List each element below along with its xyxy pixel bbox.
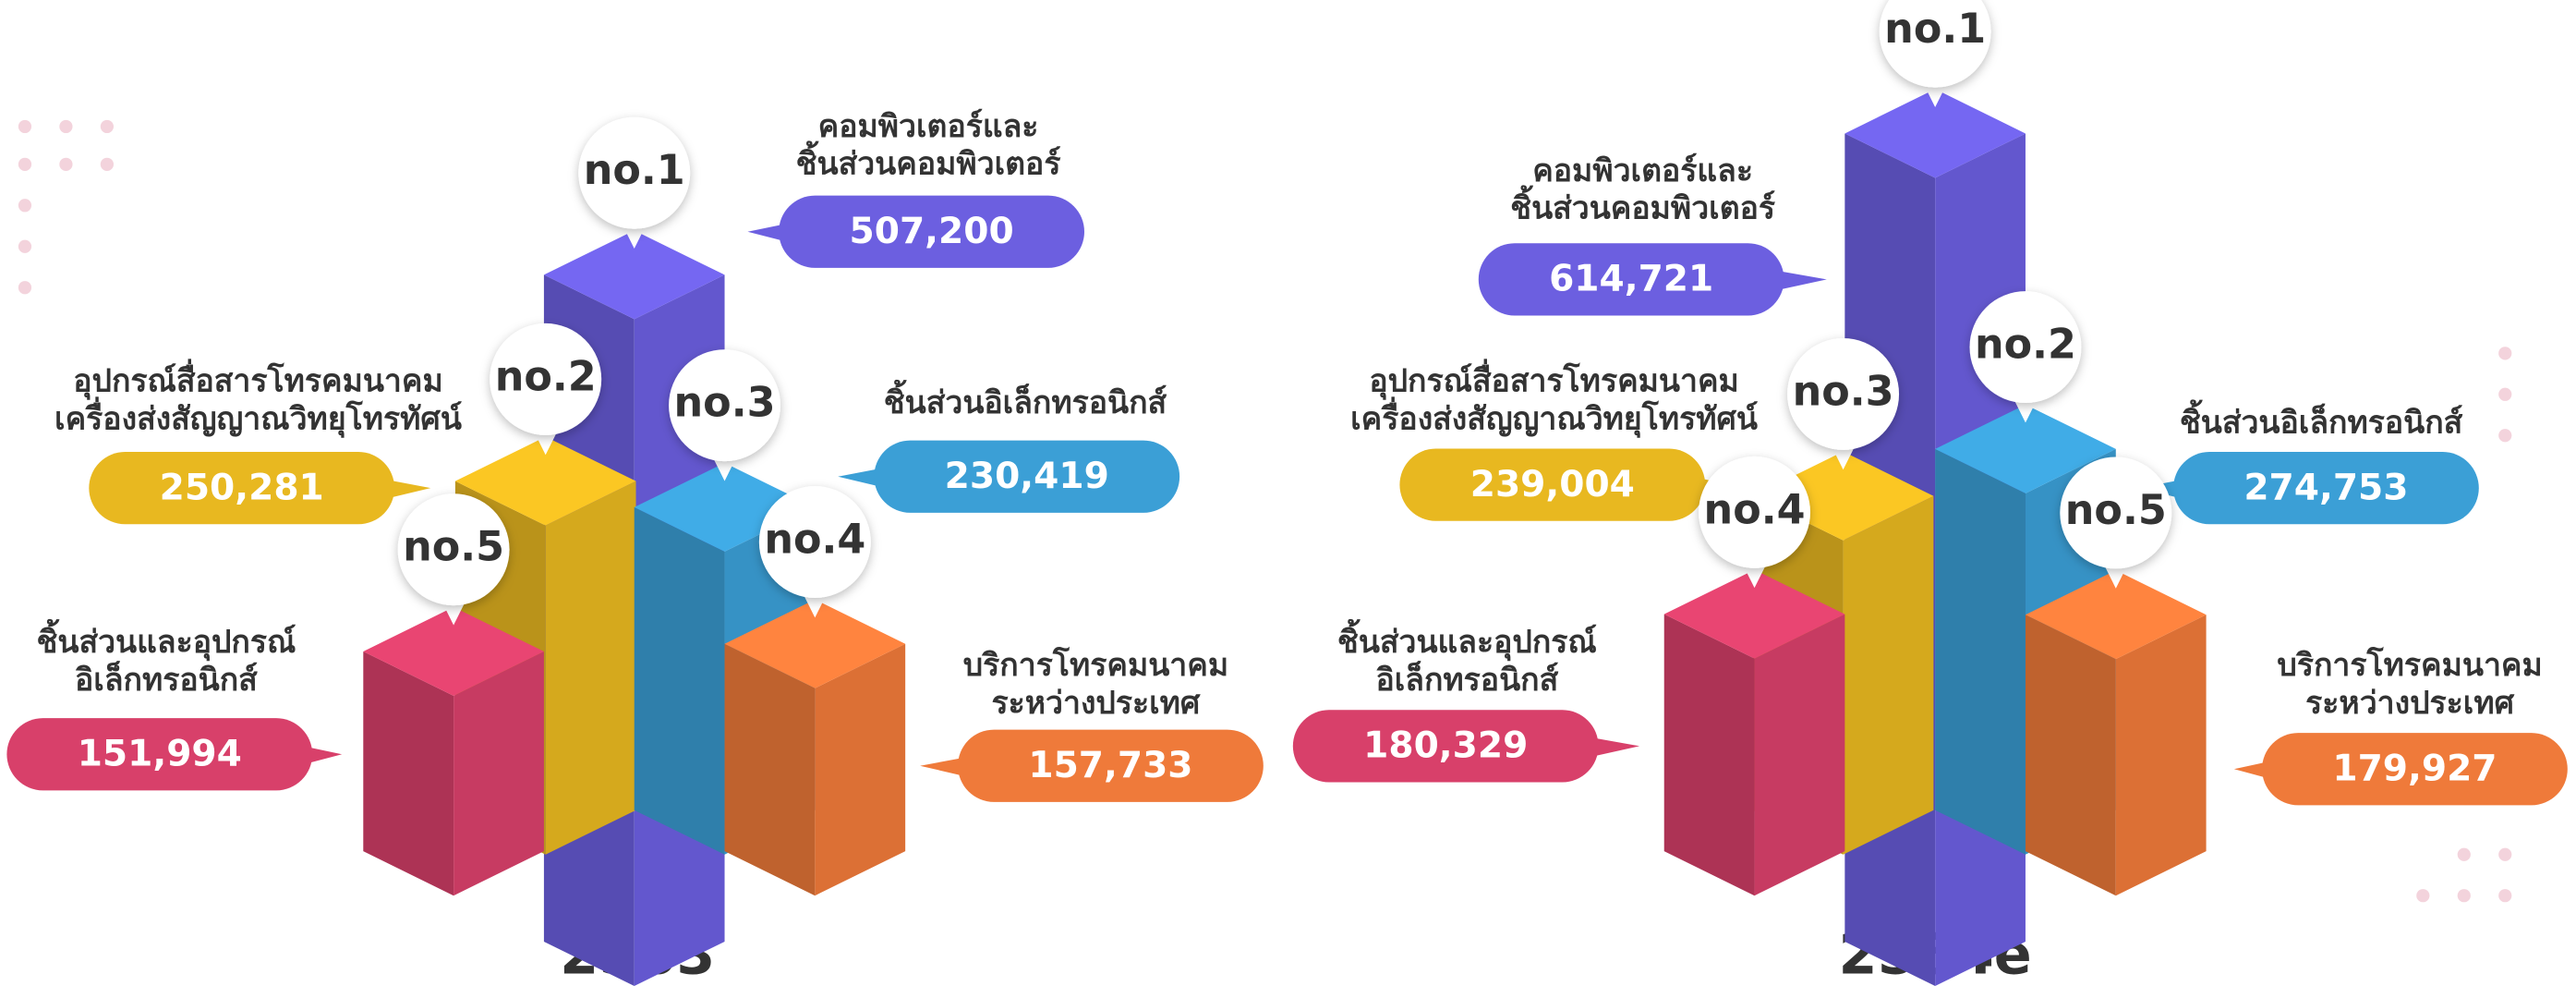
bar-top-face xyxy=(724,599,906,688)
rank-bubble xyxy=(758,486,871,598)
bar-top-face xyxy=(2025,570,2207,660)
rank-bubble xyxy=(1787,337,1900,450)
value-pill xyxy=(2262,733,2568,806)
rank-bubble xyxy=(440,599,467,626)
bar-left-face xyxy=(363,651,454,896)
rank-bubble xyxy=(2012,396,2039,423)
rank-label: no.2 xyxy=(1975,322,2076,369)
rank-bubble xyxy=(1741,561,1768,589)
value-pill xyxy=(1292,710,1599,783)
category-label: ชิ้นส่วนอิเล็กทรอนิกส์ xyxy=(884,379,1167,420)
category-label: อุปกรณ์สื่อสารโทรคมนาคมเครื่องส่งสัญญาณว… xyxy=(54,358,462,438)
rank-label: no.1 xyxy=(1884,6,1986,53)
value-label: 274,753 xyxy=(2243,467,2408,508)
value-label: 250,281 xyxy=(160,467,324,508)
rank-bubble xyxy=(578,116,691,229)
rank-bubble xyxy=(1830,443,1856,470)
bar-top-face xyxy=(1663,569,1845,659)
rank-bubble xyxy=(2060,456,2172,569)
rank-bubble xyxy=(490,323,602,435)
value-label: 230,419 xyxy=(945,456,1109,497)
value-label: 180,329 xyxy=(1363,725,1528,767)
value-label: 151,994 xyxy=(78,734,242,775)
bar xyxy=(2025,570,2207,896)
value-label: 614,721 xyxy=(1549,259,1713,300)
value-pill xyxy=(89,452,395,525)
category-label: ชิ้นส่วนอิเล็กทรอนิกส์ xyxy=(2180,398,2463,440)
bar-left-face xyxy=(634,506,725,855)
rank-bubble xyxy=(1699,456,1811,568)
bar-right-face xyxy=(2115,615,2207,896)
rank-label: no.5 xyxy=(403,524,504,571)
rank-label: no.3 xyxy=(1793,368,1894,415)
bar-right-face xyxy=(815,643,906,896)
category-label: คอมพิวเตอร์และชิ้นส่วนคอมพิวเตอร์ xyxy=(1510,152,1775,225)
rank-bubble xyxy=(1879,0,1991,88)
rank-bubble xyxy=(621,222,647,249)
bar-top-face xyxy=(363,606,544,696)
value-label: 179,927 xyxy=(2332,749,2497,790)
category-label: บริการโทรคมนาคมระหว่างประเทศ xyxy=(2277,646,2542,721)
bar-left-face xyxy=(1663,614,1755,896)
rank-bubble xyxy=(397,493,510,606)
rank-bubble xyxy=(2102,562,2130,589)
bar-top-face xyxy=(543,230,725,320)
bar-left-face xyxy=(2025,615,2116,896)
rank-bubble xyxy=(669,349,780,462)
value-pill xyxy=(6,718,313,791)
value-pill xyxy=(958,729,1264,802)
bar-top-face xyxy=(454,436,636,526)
category-label: บริการโทรคมนาคมระหว่างประเทศ xyxy=(963,646,1228,721)
rank-label: no.4 xyxy=(1704,486,1806,533)
rank-label: no.4 xyxy=(764,517,865,564)
value-label: 507,200 xyxy=(850,211,1014,252)
bar-right-face xyxy=(454,651,544,896)
rank-bubble xyxy=(802,590,828,618)
value-pill xyxy=(1478,243,1784,316)
category-label: คอมพิวเตอร์และชิ้นส่วนคอมพิวเตอร์ xyxy=(796,107,1061,181)
rank-bubble xyxy=(1969,291,2082,404)
bar-left-face xyxy=(1935,448,2026,855)
rank-label: no.2 xyxy=(495,353,597,400)
value-pill xyxy=(779,195,1084,268)
value-pill xyxy=(874,440,1180,513)
value-pill xyxy=(1399,448,1706,521)
rank-label: no.3 xyxy=(674,380,776,427)
rank-label: no.5 xyxy=(2065,487,2167,534)
rank-bubble xyxy=(532,428,559,456)
bar xyxy=(363,606,544,896)
bar-right-face xyxy=(1754,614,1845,896)
bar-right-face xyxy=(1843,495,1934,855)
category-label: ชิ้นส่วนและอุปกรณ์อิเล็กทรอนิกส์ xyxy=(1337,618,1597,698)
category-label: ชิ้นส่วนและอุปกรณ์อิเล็กทรอนิกส์ xyxy=(36,618,296,698)
bar xyxy=(724,599,906,896)
rank-bubble xyxy=(1921,80,1949,107)
value-label: 239,004 xyxy=(1470,464,1635,505)
bar-right-face xyxy=(545,481,636,855)
rank-bubble xyxy=(711,455,738,481)
value-pill xyxy=(2173,452,2479,525)
decor-dots xyxy=(18,119,2512,903)
value-label: 157,733 xyxy=(1028,745,1192,786)
bar xyxy=(1663,569,1845,896)
category-label: อุปกรณ์สื่อสารโทรคมนาคมเครื่องส่งสัญญาณว… xyxy=(1350,358,1758,438)
rank-label: no.1 xyxy=(584,147,685,194)
bar-left-face xyxy=(724,643,816,896)
